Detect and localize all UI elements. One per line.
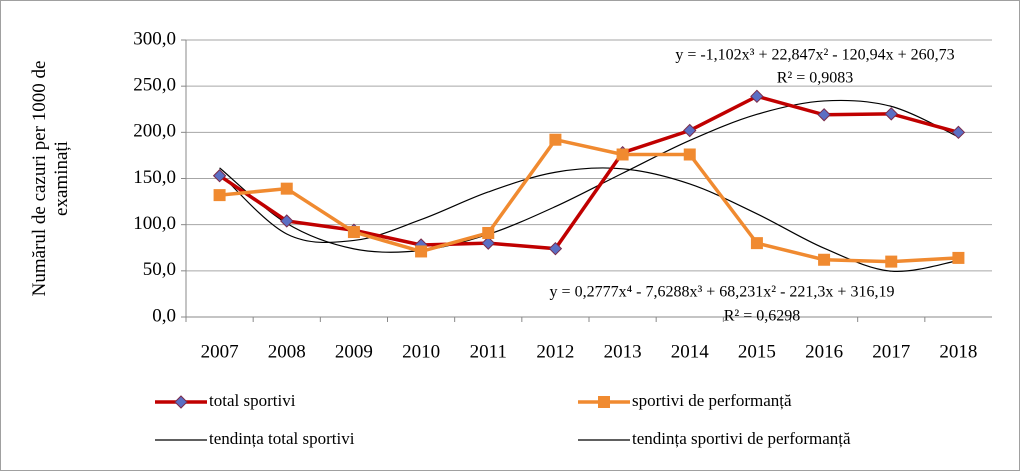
x-tick-label: 2008 (268, 341, 306, 362)
point-marker (616, 148, 629, 161)
point-marker (212, 169, 227, 183)
y-tick-label: 100,0 (133, 213, 176, 234)
point-marker (174, 395, 188, 409)
y-tick-label: 250,0 (133, 75, 176, 96)
x-tick-label: 2011 (470, 341, 507, 362)
trend-equation: y = -1,102x³ + 22,847x² - 120,94x + 260,… (675, 47, 954, 64)
legend-label: total sportivi (209, 391, 296, 410)
point-marker (280, 214, 294, 228)
x-tick-label: 2013 (604, 341, 642, 362)
point-marker (549, 133, 562, 146)
trendline (219, 167, 959, 273)
x-tick-label: 2015 (738, 341, 776, 362)
x-tick-label: 2007 (201, 341, 239, 362)
point-marker (347, 226, 360, 239)
point-marker (750, 237, 763, 250)
point-marker (598, 396, 610, 408)
x-tick-label: 2012 (536, 341, 574, 362)
x-tick-label: 2014 (671, 341, 710, 362)
trend-equation: R² = 0,6298 (724, 308, 801, 325)
point-marker (885, 255, 898, 268)
point-marker (750, 89, 764, 104)
y-tick-label: 50,0 (143, 259, 176, 280)
point-marker (280, 182, 293, 195)
series-line (218, 94, 959, 251)
point-marker (683, 123, 697, 138)
point-marker (818, 253, 831, 266)
x-tick-label: 2009 (335, 341, 373, 362)
y-axis-label-line: Numărul de cazuri per 1000 de (29, 61, 50, 297)
series-line (219, 137, 959, 264)
y-axis-label: Numărul de cazuri per 1000 deexaminați (29, 61, 72, 297)
y-tick-label: 200,0 (133, 121, 176, 142)
legend-label: tendința sportivi de performanță (632, 429, 851, 448)
x-tick-label: 2017 (872, 341, 910, 362)
point-marker (482, 226, 495, 239)
y-tick-label: 300,0 (133, 28, 176, 49)
x-tick-label: 2018 (939, 341, 977, 362)
point-marker (884, 107, 898, 121)
point-marker (683, 148, 696, 161)
point-marker (213, 189, 226, 202)
point-marker (951, 125, 966, 140)
point-marker (481, 236, 495, 250)
point-marker (415, 245, 428, 258)
legend-label: tendința total sportivi (209, 429, 355, 448)
point-marker (817, 108, 831, 122)
trend-equation: R² = 0,9083 (777, 70, 854, 87)
trend-equation: y = 0,2777x⁴ - 7,6288x³ + 68,231x² - 221… (550, 284, 895, 301)
x-tick-label: 2016 (805, 341, 843, 362)
x-tick-label: 2010 (402, 341, 440, 362)
trendline (219, 99, 959, 253)
y-axis-label-line: examinați (51, 141, 72, 216)
y-tick-label: 150,0 (133, 167, 176, 188)
point-marker (548, 241, 563, 256)
legend-label: sportivi de performanță (632, 391, 792, 410)
point-marker (952, 251, 965, 264)
y-tick-label: 0,0 (152, 305, 176, 326)
